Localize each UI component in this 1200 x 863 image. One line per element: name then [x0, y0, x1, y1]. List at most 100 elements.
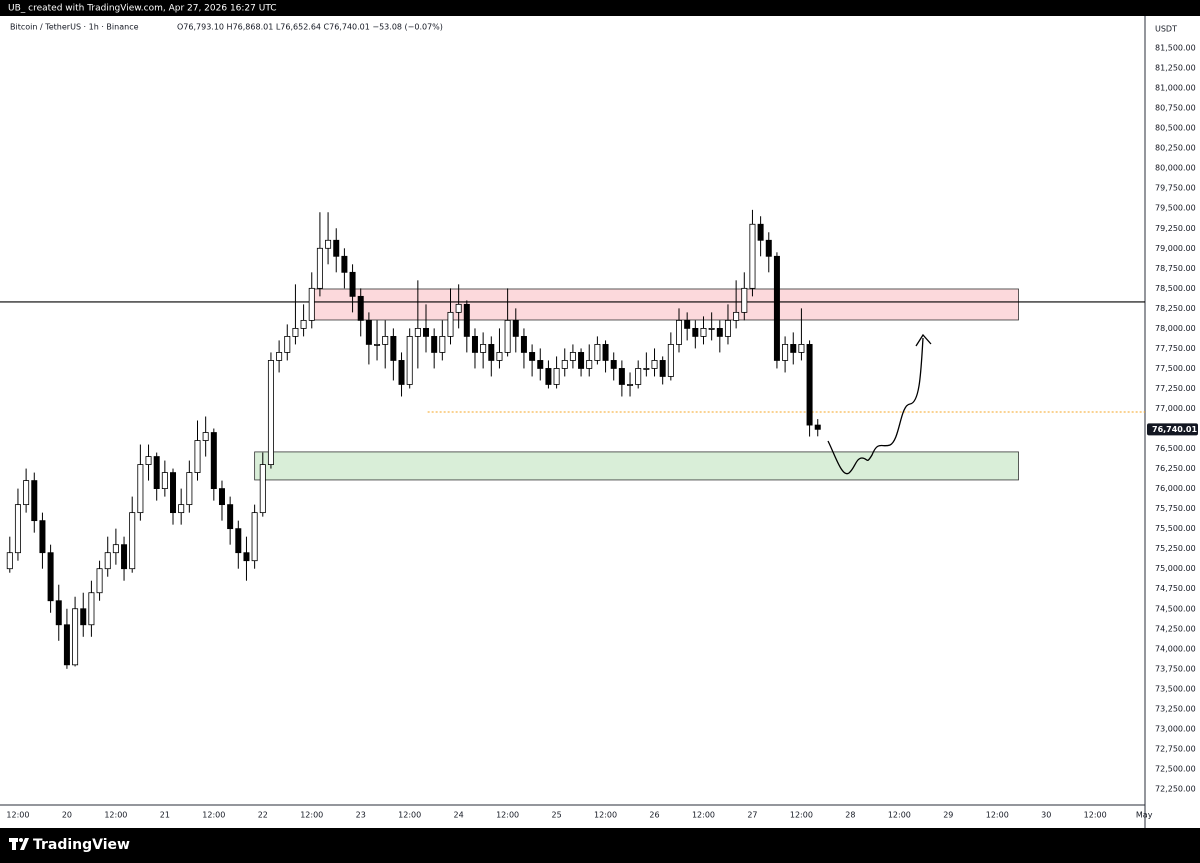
y-tick-label: 78,250.00	[1155, 304, 1196, 313]
candle-body	[23, 480, 30, 506]
candle-body	[496, 352, 503, 361]
x-tick-label: 26	[649, 811, 659, 820]
x-tick-label: 30	[1041, 811, 1051, 820]
y-tick-label: 74,000.00	[1155, 644, 1196, 653]
candle-body	[72, 608, 79, 666]
candle-body	[414, 327, 421, 337]
candle-body	[357, 295, 364, 321]
candle-body	[586, 360, 593, 369]
y-tick-label: 76,500.00	[1155, 444, 1196, 453]
candle-body	[398, 360, 405, 385]
candle-body	[561, 360, 568, 369]
y-tick-label: 79,500.00	[1155, 204, 1196, 213]
last-price-box	[1147, 423, 1198, 436]
candle-body	[137, 464, 144, 514]
x-tick-label: 12:00	[594, 811, 617, 820]
y-tick-label: 74,500.00	[1155, 604, 1196, 613]
y-tick-label: 74,250.00	[1155, 624, 1196, 633]
candle-body	[227, 504, 234, 530]
candle-body	[627, 384, 634, 386]
top-bar	[0, 0, 1200, 16]
x-tick-label: 12:00	[888, 811, 911, 820]
candle-body	[594, 344, 601, 361]
x-tick-label: 12:00	[300, 811, 323, 820]
y-tick-label: 73,750.00	[1155, 664, 1196, 673]
candle-body	[88, 592, 95, 626]
zone	[309, 288, 1019, 321]
candle-body	[235, 528, 242, 554]
candle-body	[161, 472, 168, 489]
candle-body	[251, 512, 258, 562]
candle-body	[300, 319, 307, 329]
candle-body	[741, 287, 748, 313]
candle-body	[708, 327, 715, 330]
candle-body	[170, 472, 177, 514]
candle-body	[259, 464, 266, 514]
candle-body	[47, 552, 54, 602]
y-tick-label: 73,250.00	[1155, 704, 1196, 713]
candle-body	[6, 552, 13, 570]
y-tick-label: 76,000.00	[1155, 484, 1196, 493]
currency: USDT	[1155, 25, 1177, 34]
candle-body	[806, 344, 813, 426]
candle-body	[80, 608, 87, 626]
candle-body	[798, 344, 805, 353]
candle-body	[390, 336, 397, 361]
y-tick-label: 72,750.00	[1155, 744, 1196, 753]
candle-body	[112, 544, 119, 554]
y-tick-label: 72,250.00	[1155, 784, 1196, 793]
candle-body	[104, 552, 111, 570]
y-tick-label: 79,750.00	[1155, 184, 1196, 193]
candle-body	[316, 247, 323, 289]
candle-body	[569, 352, 576, 361]
candle-body	[733, 311, 740, 321]
candle-body	[14, 504, 21, 554]
y-tick-label: 80,000.00	[1155, 164, 1196, 173]
brand: TradingView	[33, 837, 130, 853]
candle-body	[765, 239, 772, 257]
y-tick-label: 80,750.00	[1155, 104, 1196, 113]
candle-body	[480, 344, 487, 353]
candle-body	[382, 336, 389, 345]
x-tick-label: 25	[551, 811, 561, 820]
candle-body	[186, 472, 193, 506]
candle-body	[284, 336, 291, 353]
candle-body	[471, 336, 478, 353]
y-tick-label: 80,500.00	[1155, 124, 1196, 133]
y-tick-label: 77,750.00	[1155, 344, 1196, 353]
candle-body	[757, 223, 764, 241]
candle-body	[610, 360, 617, 369]
candle-body	[63, 624, 70, 666]
x-tick-label: 12:00	[1084, 811, 1107, 820]
x-tick-label: 24	[454, 811, 464, 820]
logo	[9, 838, 29, 850]
y-tick-label: 76,250.00	[1155, 464, 1196, 473]
y-tick-label: 72,500.00	[1155, 764, 1196, 773]
x-tick-label: 20	[62, 811, 72, 820]
candle-body	[308, 287, 315, 321]
candle-body	[455, 303, 462, 313]
x-tick-label: 29	[943, 811, 953, 820]
y-tick-label: 77,500.00	[1155, 364, 1196, 373]
candle-body	[520, 336, 527, 353]
x-tick-label: 12:00	[398, 811, 421, 820]
candle-body	[243, 552, 250, 562]
candle-body	[267, 360, 274, 465]
candle-body	[716, 327, 723, 337]
candle-body	[194, 440, 201, 473]
x-tick-label: 12:00	[790, 811, 813, 820]
candle-body	[129, 512, 136, 570]
x-tick-label: 12:00	[692, 811, 715, 820]
x-tick-label: 21	[160, 811, 170, 820]
candle-body	[153, 456, 160, 489]
x-tick-label: 28	[845, 811, 855, 820]
candle-body	[635, 368, 642, 385]
zone	[254, 451, 1019, 481]
x-tick-label: 12:00	[986, 811, 1009, 820]
projection-arrow	[915, 333, 932, 347]
candle-body	[406, 336, 413, 385]
candle-body	[463, 303, 470, 337]
x-tick-label: 12:00	[202, 811, 225, 820]
candle-body	[684, 319, 691, 329]
